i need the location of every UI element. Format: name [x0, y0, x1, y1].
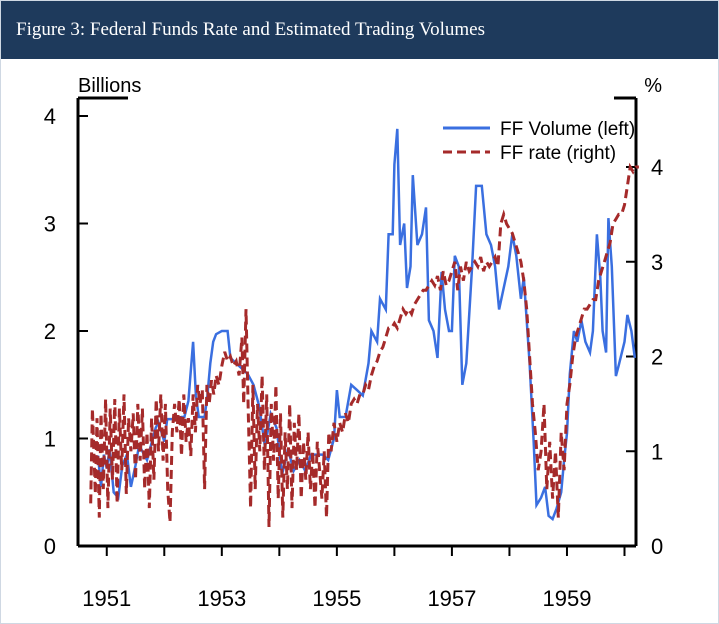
x-tick-label: 1959	[542, 586, 591, 611]
right-axis-label: %	[644, 75, 662, 97]
x-tick-label: 1957	[427, 586, 476, 611]
left-tick-label: 2	[44, 319, 56, 344]
legend-label: FF Volume (left)	[500, 119, 635, 140]
x-tick-label: 1955	[312, 586, 361, 611]
right-tick-label: 3	[651, 250, 663, 275]
left-axis-label: Billions	[78, 75, 141, 97]
left-tick-label: 0	[44, 534, 56, 559]
left-tick-label: 1	[44, 427, 56, 452]
legend: FF Volume (left) FF rate (right)	[443, 119, 635, 164]
axes: Billions % 0 1 2 3 4 0 1 2 3 4 1951 1953 1955 1957 1959	[44, 75, 664, 611]
left-tick-label: 4	[44, 104, 56, 129]
right-tick-label: 4	[651, 155, 663, 180]
right-tick-label: 0	[651, 534, 663, 559]
right-tick-label: 1	[651, 439, 663, 464]
figure-title: Figure 3: Federal Funds Rate and Estimat…	[1, 1, 718, 59]
series	[89, 128, 639, 528]
x-tick-label: 1953	[197, 586, 246, 611]
legend-label: FF rate (right)	[500, 143, 616, 164]
x-tick-label: 1951	[82, 586, 131, 611]
right-tick-label: 2	[651, 345, 663, 370]
left-tick-label: 3	[44, 212, 56, 237]
ff-rate-line	[89, 162, 639, 528]
